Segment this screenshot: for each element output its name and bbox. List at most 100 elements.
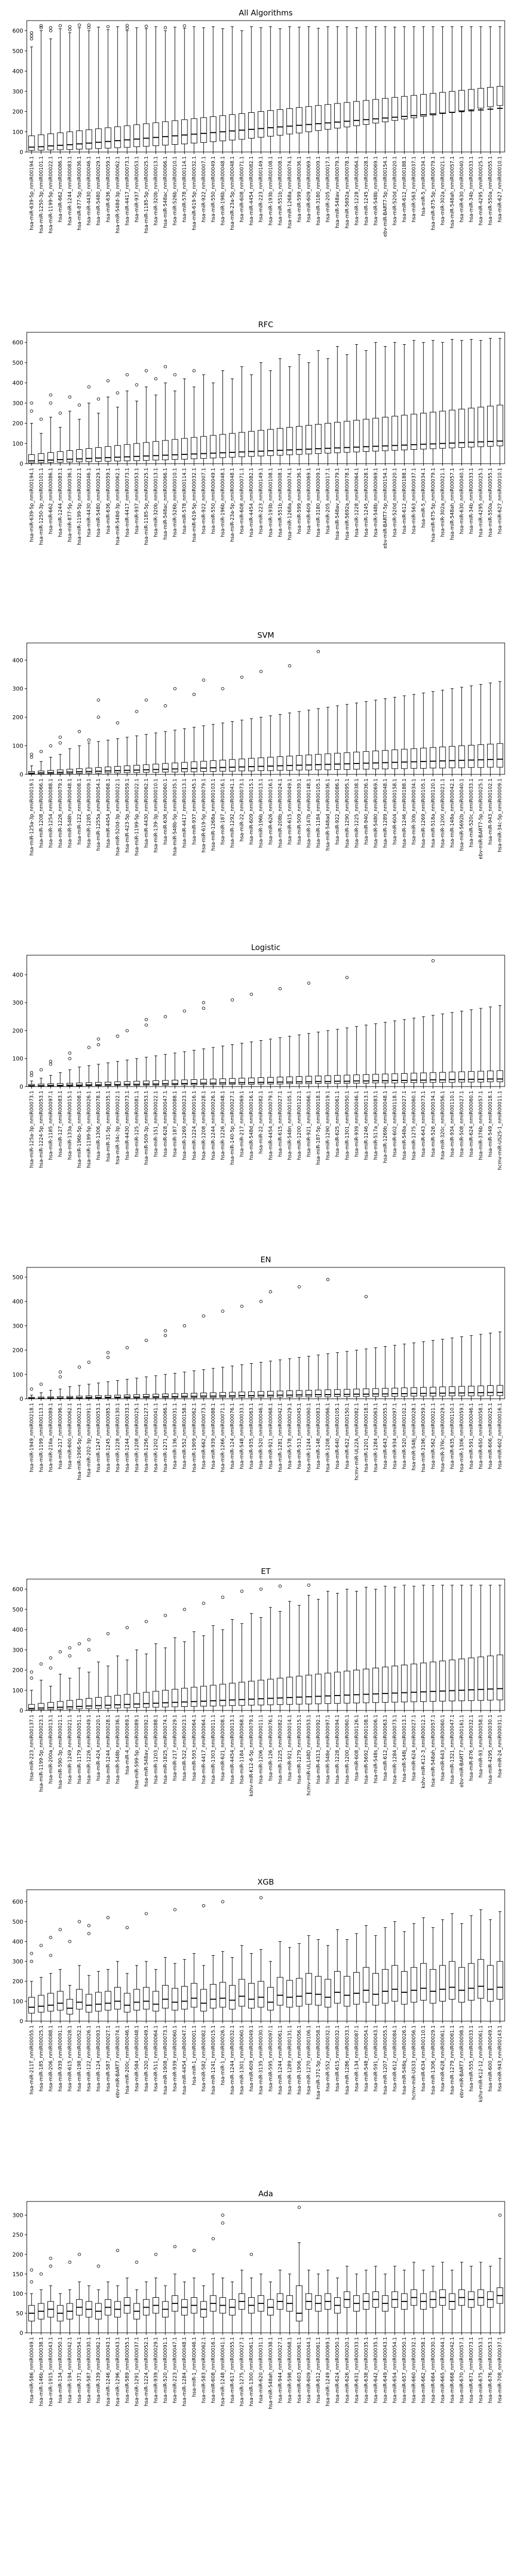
outlier-point — [288, 664, 291, 668]
y-tick-label: 100 — [12, 440, 23, 447]
x-tick-label: hsa-miR-1184_nmiR00105.1 — [316, 778, 321, 848]
plot-frame — [26, 20, 505, 152]
box — [171, 1393, 178, 1398]
box — [152, 1394, 159, 1398]
y-tick-label: 200 — [12, 109, 23, 115]
box — [171, 120, 178, 145]
x-tick-label: hsa-miR-619-5p_nmiR00032.1 — [192, 156, 197, 230]
x-tick-label: hsa-miR-4454_nmiR00082.1 — [249, 468, 254, 537]
x-tick-label: hsa-miR-513_nmiR00045.1 — [297, 1403, 302, 1469]
x-tick-label: hsa-miR-4454_nmiR00013.1 — [230, 1715, 235, 1784]
box — [382, 1969, 389, 2004]
box — [152, 1991, 159, 2012]
x-tick-label: hsa-miR-4430_nmiR00073.1 — [125, 1091, 130, 1160]
x-tick-label: hsa-miR-670_nmiR00057.1 — [459, 2337, 465, 2403]
outlier-point — [49, 401, 53, 405]
box — [162, 1394, 169, 1398]
box — [458, 409, 465, 448]
x-tick-label: hsa-miR-93_nmiR00058.1 — [478, 1715, 484, 1777]
box — [258, 757, 264, 771]
box — [344, 1075, 351, 1083]
box — [143, 442, 150, 461]
box — [391, 416, 398, 451]
x-tick-label: hsa-miR-23a-5p_nmiR00048.1 — [230, 468, 235, 542]
x-tick-label: hsa-miR-548ac_nmiR00066.1 — [163, 468, 168, 540]
outlier-point — [164, 704, 167, 708]
box — [401, 1387, 408, 1397]
box — [171, 439, 178, 460]
y-tick-label: 200 — [12, 2251, 23, 2258]
box — [105, 446, 112, 462]
outlier-point — [164, 1614, 167, 1617]
x-tick-label: hsa-miR-148a_nmiR00042.1 — [450, 778, 455, 848]
x-tick-label: hsa-miR-615_nmiR00049.1 — [287, 778, 293, 844]
outlier-point — [87, 738, 91, 742]
outlier-point — [87, 26, 91, 29]
box — [200, 761, 207, 772]
x-tick-label: hsa-miR-1270_nmiR00106.1 — [306, 2025, 312, 2094]
x-tick-label: hsa-miR-548av_nmiR00092.1 — [144, 1715, 149, 1787]
outlier-point — [250, 992, 253, 996]
outlier-point — [68, 1940, 72, 1943]
x-tick-label: hsa-miR-590-3p_nmiR00021.1 — [58, 1715, 63, 1789]
x-tick-label: hsa-miR-662_nmiR00073.1 — [201, 1403, 207, 1469]
box — [162, 1690, 169, 1707]
box — [372, 418, 379, 452]
y-tick-label: 600 — [12, 340, 23, 346]
x-tick-label: hsa-miR-1286_nmiR00033.1 — [345, 2025, 350, 2094]
box — [133, 1989, 140, 2011]
x-tick-label: hsa-miR-1289_nmiR00048.1 — [383, 778, 388, 848]
box — [477, 406, 484, 447]
box — [238, 758, 245, 771]
box — [410, 1387, 417, 1397]
outlier-point — [250, 2252, 253, 2256]
box — [401, 1073, 408, 1083]
box — [430, 412, 437, 449]
outlier-point — [192, 2249, 196, 2252]
box — [410, 1664, 417, 1702]
box — [487, 87, 494, 107]
x-tick-label: hsa-miR-643_nmiR00060.1 — [440, 1715, 445, 1781]
box — [458, 90, 465, 111]
x-tick-label: hsa-miR-5692a_nmiR00078.1 — [345, 468, 350, 540]
box — [449, 1072, 456, 1083]
panel-title: Ada — [259, 2189, 273, 2198]
box — [219, 1392, 226, 1398]
panel-title: EN — [261, 1255, 271, 1264]
y-tick-label: 0 — [20, 2018, 23, 2025]
x-tick-label: hsa-miR-934_nmiR00097.1 — [392, 1403, 398, 1469]
outlier-point — [106, 1351, 110, 1354]
box — [430, 1969, 437, 2004]
outlier-point — [164, 365, 167, 368]
x-tick-label: hsa-miR-1200_nmiR00060.1 — [345, 1715, 350, 1784]
panel-title: SVM — [258, 631, 274, 640]
box — [57, 1701, 64, 1710]
x-tick-label: hsa-miR-548av_nmiR00079.1 — [335, 156, 340, 228]
x-tick-label: hsa-miR-1246_nmiR00043.1 — [106, 2337, 111, 2406]
box — [439, 1072, 446, 1083]
box — [258, 111, 264, 138]
x-tick-label: hsa-miR-549_nmiR00018.1 — [488, 1091, 493, 1157]
box — [229, 759, 236, 772]
y-tick-label: 100 — [12, 1371, 23, 1378]
x-tick-label: hsa-miR-526_nmiR00034.1 — [431, 1091, 436, 1157]
y-tick-label: 400 — [12, 380, 23, 386]
x-tick-label: hsa-miR-1250-3p_nmiR00101.1 — [39, 156, 44, 233]
box — [38, 1083, 45, 1087]
box — [344, 421, 351, 453]
box — [401, 749, 408, 769]
outlier-point — [30, 1960, 33, 1963]
outlier-point — [297, 2206, 301, 2209]
outlier-point — [135, 383, 139, 387]
box — [324, 753, 331, 770]
outlier-point — [221, 1900, 225, 1904]
x-tick-label: hsa-miR-609_nmiR00049.1 — [249, 2025, 254, 2091]
box — [324, 104, 331, 130]
outlier-point — [58, 741, 62, 745]
x-tick-label: hsa-miR-187-5p_nmiR00018.1 — [316, 1091, 321, 1165]
x-tick-label: hsa-miR-548d-3p_nmiR00062.1 — [115, 468, 121, 545]
x-tick-label: hsa-miR-508_nmiR00027.1 — [459, 1091, 465, 1157]
x-tick-label: hsa-miR-608_nmiR00071.1 — [239, 468, 245, 534]
box — [200, 436, 207, 459]
box — [468, 744, 475, 768]
